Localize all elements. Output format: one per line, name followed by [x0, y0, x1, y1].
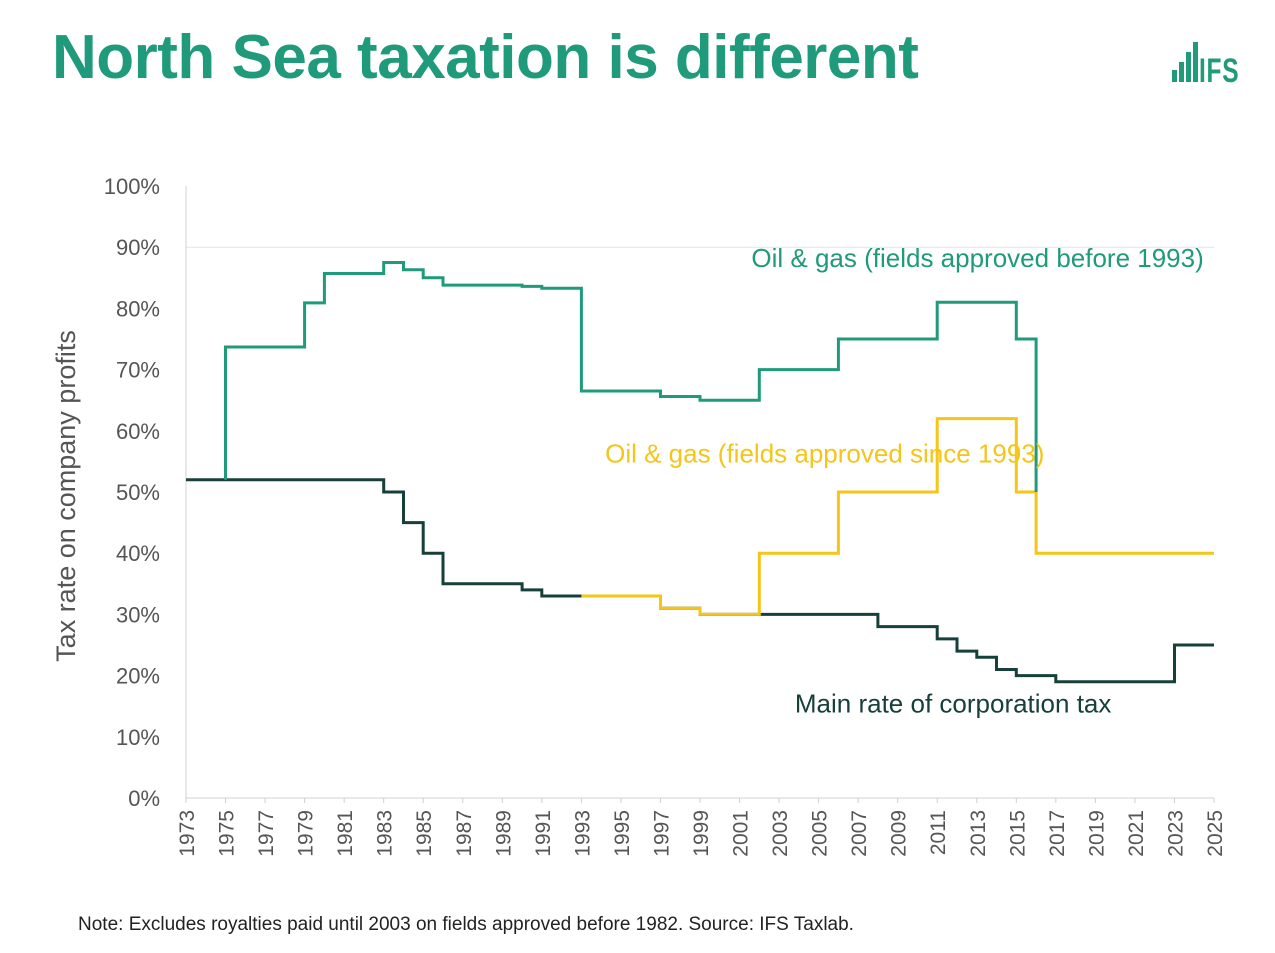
- page-title: North Sea taxation is different: [52, 23, 919, 92]
- x-tick-label: 2007: [848, 810, 871, 857]
- x-tick-label: 2025: [1204, 810, 1227, 857]
- bar-chart-icon: [1172, 42, 1202, 82]
- x-tick-label: 1973: [176, 810, 199, 857]
- ifs-logo: IFS: [1172, 42, 1256, 90]
- x-tick-label: 1985: [413, 810, 436, 857]
- y-tick-label: 0%: [128, 786, 160, 811]
- y-tick-label: 10%: [116, 725, 160, 750]
- y-axis-label: Tax rate on company profits: [51, 330, 81, 662]
- x-tick-label: 1975: [216, 810, 239, 857]
- x-tick-label: 1981: [334, 810, 357, 857]
- x-tick-label: 2005: [809, 810, 832, 857]
- logo-text: IFS: [1199, 52, 1240, 90]
- x-tick-label: 2021: [1125, 810, 1148, 857]
- y-tick-label: 30%: [116, 602, 160, 627]
- x-tick-label: 1983: [374, 810, 397, 857]
- x-tick-label: 1991: [532, 810, 555, 857]
- x-tick-label: 1987: [453, 810, 476, 857]
- y-tick-label: 50%: [116, 480, 160, 505]
- x-tick-label: 1977: [255, 810, 278, 857]
- y-tick-label: 40%: [116, 541, 160, 566]
- series-line-1: [581, 417, 1214, 616]
- series-label-2: Oil & gas (fields approved before 1993): [751, 243, 1203, 273]
- x-tick-label: 1979: [295, 810, 318, 857]
- series-label-0: Main rate of corporation tax: [795, 688, 1112, 718]
- y-tick-label: 100%: [104, 174, 160, 199]
- x-tick-label: 1997: [650, 810, 673, 857]
- x-tick-label: 1989: [492, 810, 515, 857]
- x-tick-label: 1995: [611, 810, 634, 857]
- y-tick-label: 80%: [116, 296, 160, 321]
- y-tick-label: 60%: [116, 419, 160, 444]
- x-tick-label: 2019: [1085, 810, 1108, 857]
- series-label-1: Oil & gas (fields approved since 1993): [605, 439, 1044, 469]
- footnote: Note: Excludes royalties paid until 2003…: [78, 914, 854, 935]
- x-tick-label: 2023: [1164, 810, 1187, 857]
- x-tick-label: 1993: [571, 810, 594, 857]
- x-tick-label: 2011: [927, 810, 950, 855]
- x-tick-label: 2013: [967, 810, 990, 857]
- series-line-0: [186, 478, 1214, 684]
- y-tick-label: 70%: [116, 358, 160, 383]
- y-tick-label: 90%: [116, 235, 160, 260]
- x-tick-label: 2001: [730, 810, 753, 857]
- x-tick-label: 2003: [769, 810, 792, 857]
- x-tick-label: 1999: [690, 810, 713, 857]
- series-line-2: [224, 261, 1038, 492]
- x-tick-label: 2009: [888, 810, 911, 857]
- y-tick-label: 20%: [116, 664, 160, 689]
- x-tick-label: 2015: [1006, 810, 1029, 857]
- x-tick-label: 2017: [1046, 810, 1069, 857]
